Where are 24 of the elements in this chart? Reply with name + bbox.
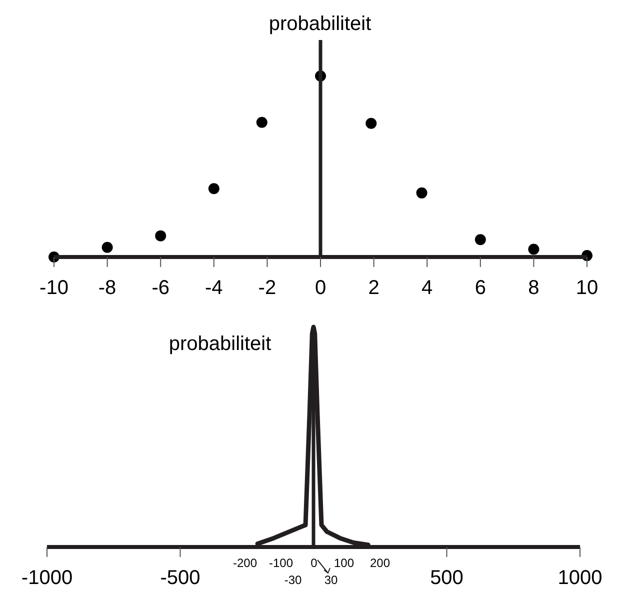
y-axis-title: probabiliteit [168, 333, 272, 355]
x-tick-label: 2 [368, 277, 380, 299]
text: -200 [232, 556, 258, 570]
text: 200 [370, 556, 390, 570]
x-tick-label: -4 [205, 277, 223, 299]
x-tick-label: -10 [40, 277, 68, 299]
text: 30 [324, 573, 338, 587]
x-tick-label: -2 [258, 277, 276, 299]
x-tick-label: -8 [98, 277, 116, 299]
text: 0 [310, 556, 318, 570]
x-tick-label: 4 [422, 277, 433, 299]
x-tick-label: 8 [528, 277, 540, 299]
x-tick-label: 10 [576, 277, 598, 299]
x-tick-label: 1000 [558, 567, 602, 589]
text: -30 [284, 573, 302, 587]
x-tick-label: 6 [474, 277, 486, 299]
text: 100 [334, 556, 354, 570]
text: -100 [268, 556, 294, 570]
x-tick-label: -500 [160, 567, 200, 589]
x-tick-label: -1000 [21, 567, 73, 589]
x-tick-label: 500 [430, 567, 464, 589]
y-axis-title: probabiliteit [268, 13, 372, 35]
x-tick-label: 0 [314, 277, 326, 299]
x-tick-label: -6 [152, 277, 170, 299]
